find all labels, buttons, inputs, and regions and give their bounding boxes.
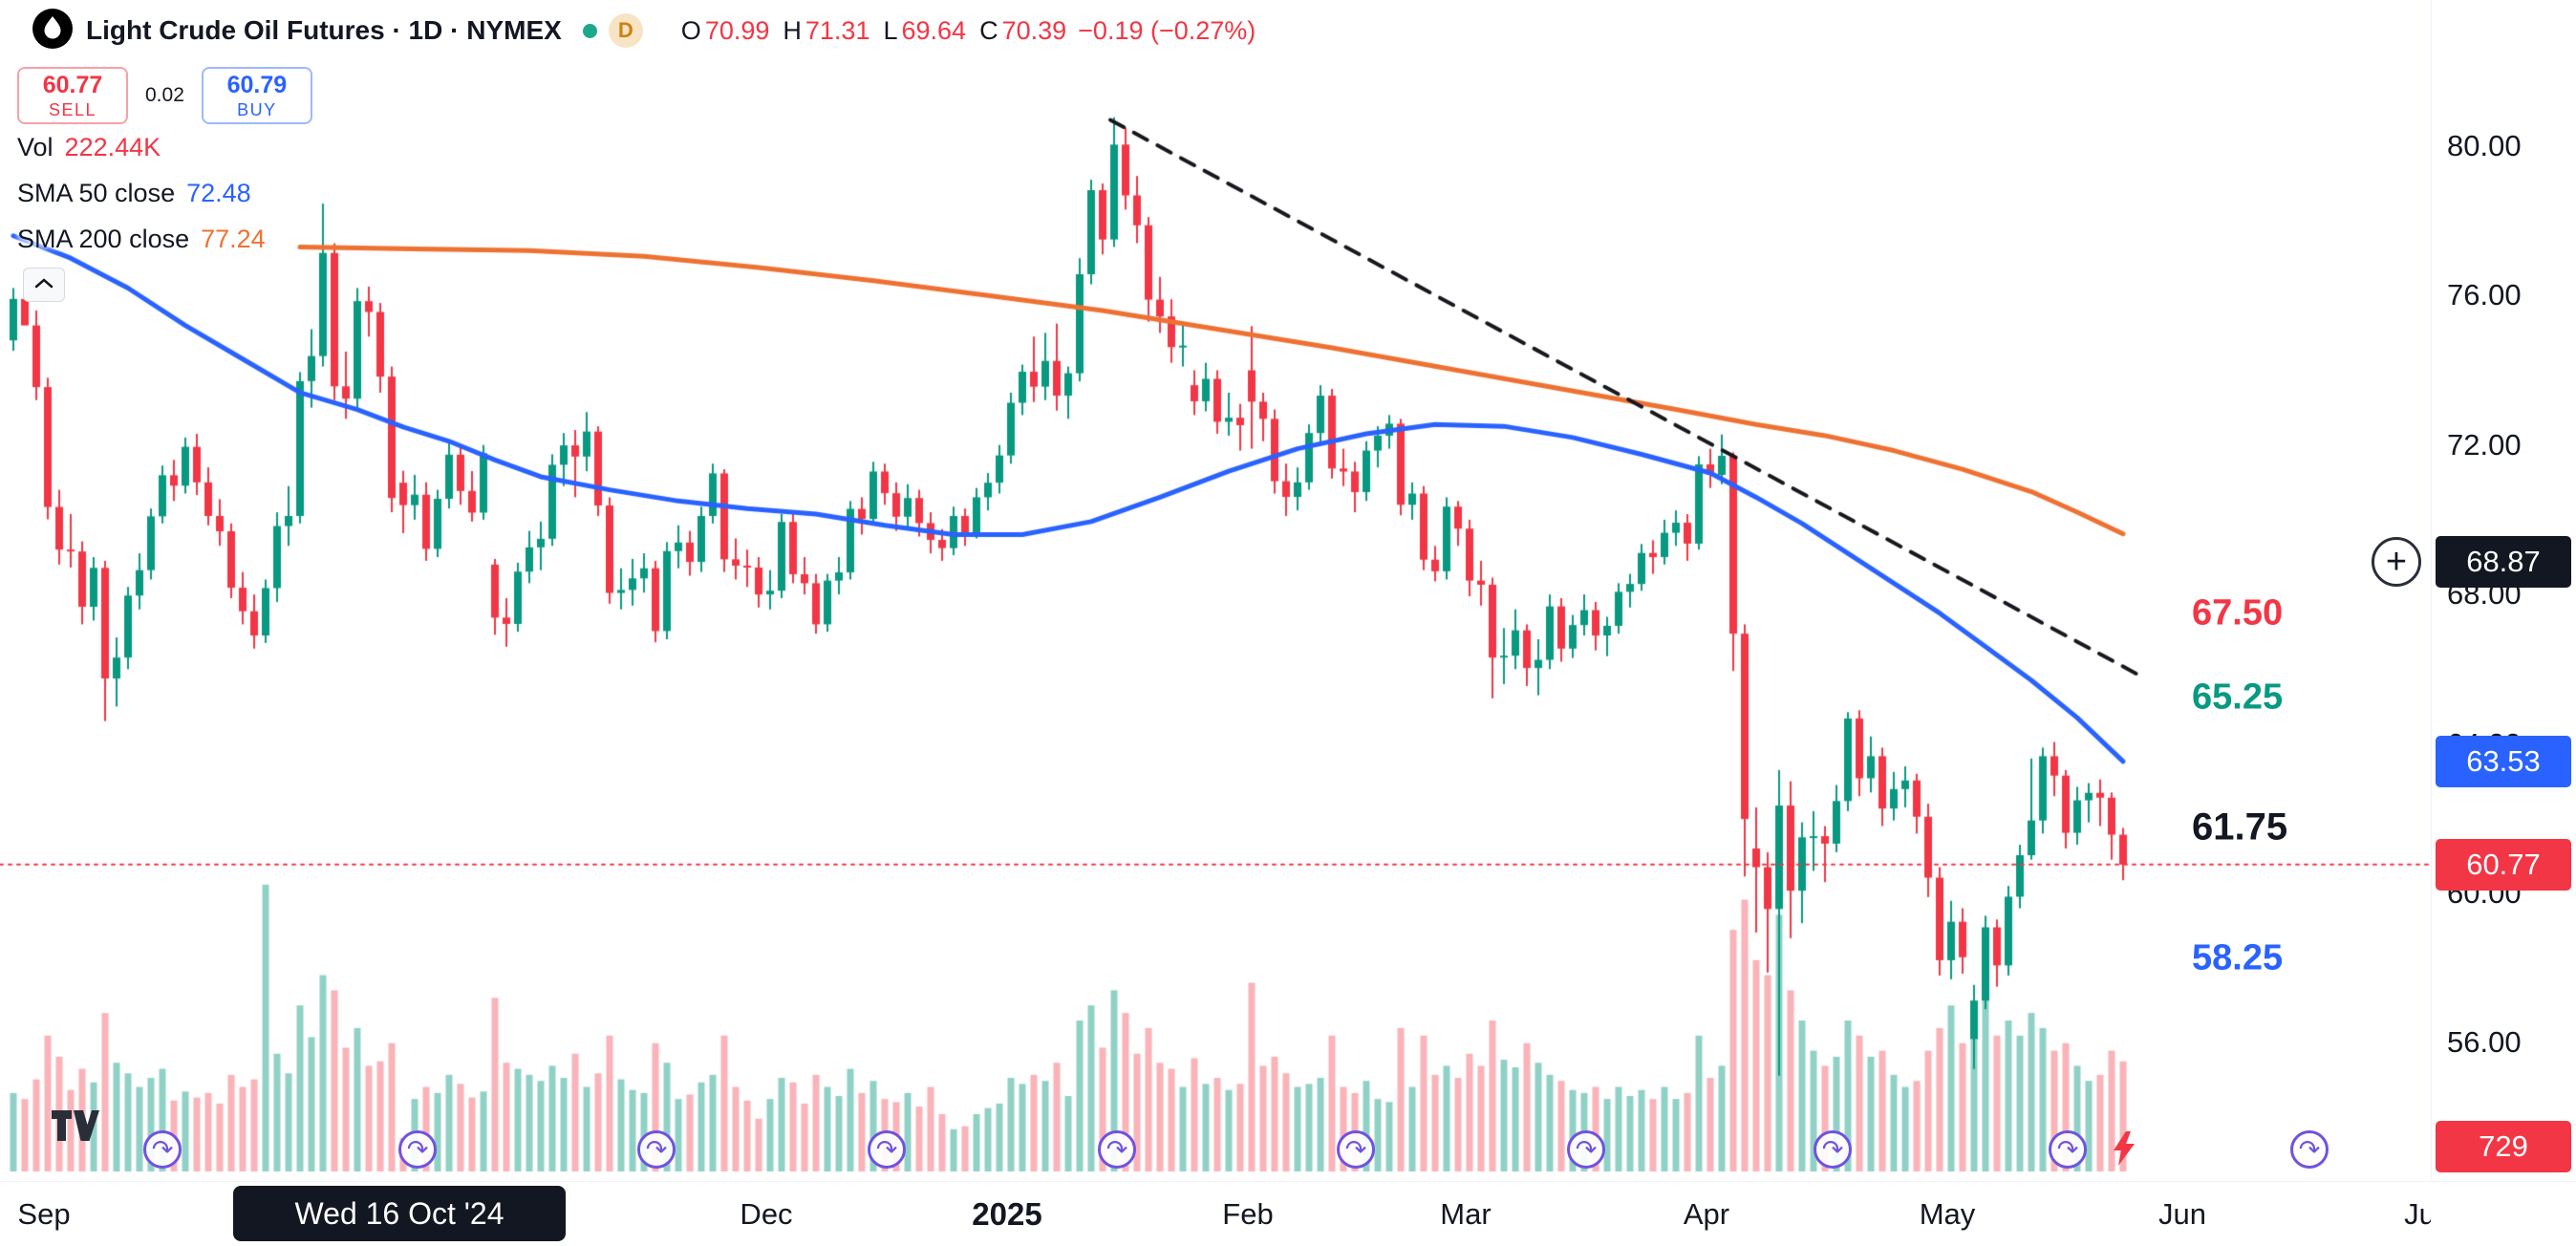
sma50-legend-label: SMA 50 close xyxy=(17,178,176,207)
price-badge-63.53: 63.53 xyxy=(2436,735,2571,787)
sma50-legend-value: 72.48 xyxy=(186,178,251,207)
session-marker-icon[interactable]: ↷ xyxy=(2290,1130,2329,1169)
close-value: 70.39 xyxy=(1001,15,1067,45)
session-marker-icon[interactable]: ↷ xyxy=(2049,1130,2087,1169)
time-label-Mar: Mar xyxy=(1440,1197,1492,1231)
buy-price: 60.79 xyxy=(226,71,288,98)
session-marker-icon[interactable]: ↷ xyxy=(868,1130,906,1169)
session-marker-icon[interactable]: ↷ xyxy=(1567,1130,1605,1169)
open-value: 70.99 xyxy=(704,15,770,45)
low-value: 69.64 xyxy=(901,15,967,45)
trade-panel: 60.77 SELL 0.02 60.79 BUY xyxy=(17,67,1256,124)
high-label: H xyxy=(783,15,802,45)
spread-value: 0.02 xyxy=(145,84,184,106)
price-badge-729: 729 xyxy=(2436,1121,2571,1172)
add-alert-plus-button[interactable]: + xyxy=(2372,537,2421,588)
ohlc-values: O 70.99 H 71.31 L 69.64 C 70.39 −0.19 (−0.27… xyxy=(668,16,1256,46)
buy-button[interactable]: 60.79 BUY xyxy=(201,67,312,124)
high-value: 71.31 xyxy=(805,15,870,45)
session-marker-icon[interactable]: ↷ xyxy=(143,1130,182,1169)
time-axis[interactable]: SepOctNovDec2025FebMarAprMayJunJul Wed 1… xyxy=(0,1181,2576,1246)
buy-label: BUY xyxy=(237,99,277,119)
time-label-2025: 2025 xyxy=(972,1196,1042,1232)
volume-legend[interactable]: Vol 222.44K xyxy=(17,124,1256,170)
volume-legend-label: Vol xyxy=(17,132,54,161)
chart-header: Light Crude Oil Futures · 1D · NYMEX D O… xyxy=(17,8,1256,302)
symbol-row: Light Crude Oil Futures · 1D · NYMEX D O… xyxy=(32,8,1256,54)
time-label-Feb: Feb xyxy=(1222,1197,1274,1231)
session-marker-icon[interactable]: ↷ xyxy=(398,1130,437,1169)
price-chart-canvas[interactable] xyxy=(0,0,2431,1181)
sma200-legend-value: 77.24 xyxy=(201,224,266,253)
sell-label: SELL xyxy=(48,99,97,119)
time-label-Jun: Jun xyxy=(2158,1197,2206,1231)
sell-price: 60.77 xyxy=(42,71,103,98)
session-marker-icon[interactable]: ↷ xyxy=(1814,1130,1852,1169)
chevron-up-icon xyxy=(34,276,54,293)
sma200-legend[interactable]: SMA 200 close 77.24 xyxy=(17,216,1256,262)
market-status-dot-icon xyxy=(582,23,597,38)
price-tick: 76.00 xyxy=(2447,278,2522,312)
price-tick: 56.00 xyxy=(2447,1025,2522,1060)
time-label-Jul: Jul xyxy=(2404,1197,2431,1231)
time-label-Apr: Apr xyxy=(1683,1197,1730,1231)
price-axis[interactable]: 80.0076.0072.0068.0064.0060.0056.0068.87… xyxy=(2431,0,2576,1181)
price-label-58.25[interactable]: 58.25 xyxy=(2192,937,2284,978)
time-label-May: May xyxy=(1919,1197,1976,1231)
session-marker-icon[interactable]: ↷ xyxy=(1098,1130,1136,1169)
event-lightning-icon[interactable] xyxy=(2112,1131,2136,1171)
volume-legend-value: 222.44K xyxy=(64,132,161,161)
price-label-67.50[interactable]: 67.50 xyxy=(2192,592,2284,634)
crosshair-date-tooltip: Wed 16 Oct '24 xyxy=(233,1186,566,1241)
low-label: L xyxy=(883,15,898,45)
sma200-legend-label: SMA 200 close xyxy=(17,224,190,253)
sell-button[interactable]: 60.77 SELL xyxy=(17,67,128,124)
session-marker-icon[interactable]: ↷ xyxy=(637,1130,676,1169)
price-tick: 72.00 xyxy=(2447,427,2522,462)
symbol-logo-icon xyxy=(32,8,73,54)
open-label: O xyxy=(680,15,701,45)
time-label-Dec: Dec xyxy=(740,1197,793,1231)
time-label-Sep: Sep xyxy=(17,1197,71,1231)
change-value: −0.19 (−0.27%) xyxy=(1078,15,1256,45)
tradingview-logo[interactable] xyxy=(52,1110,99,1146)
price-label-65.25[interactable]: 65.25 xyxy=(2192,677,2284,718)
symbol-title[interactable]: Light Crude Oil Futures · 1D · NYMEX xyxy=(86,15,562,45)
collapse-legend-button[interactable] xyxy=(23,268,65,302)
close-label: C xyxy=(979,15,998,45)
price-badge-60.77: 60.77 xyxy=(2436,838,2571,891)
session-marker-icon[interactable]: ↷ xyxy=(1337,1130,1375,1169)
interval-d-badge[interactable]: D xyxy=(608,13,643,48)
sma50-legend[interactable]: SMA 50 close 72.48 xyxy=(17,170,1256,216)
price-label-61.75[interactable]: 61.75 xyxy=(2192,806,2288,849)
price-tick: 80.00 xyxy=(2447,128,2522,162)
price-badge-68.87: 68.87 xyxy=(2436,536,2571,589)
